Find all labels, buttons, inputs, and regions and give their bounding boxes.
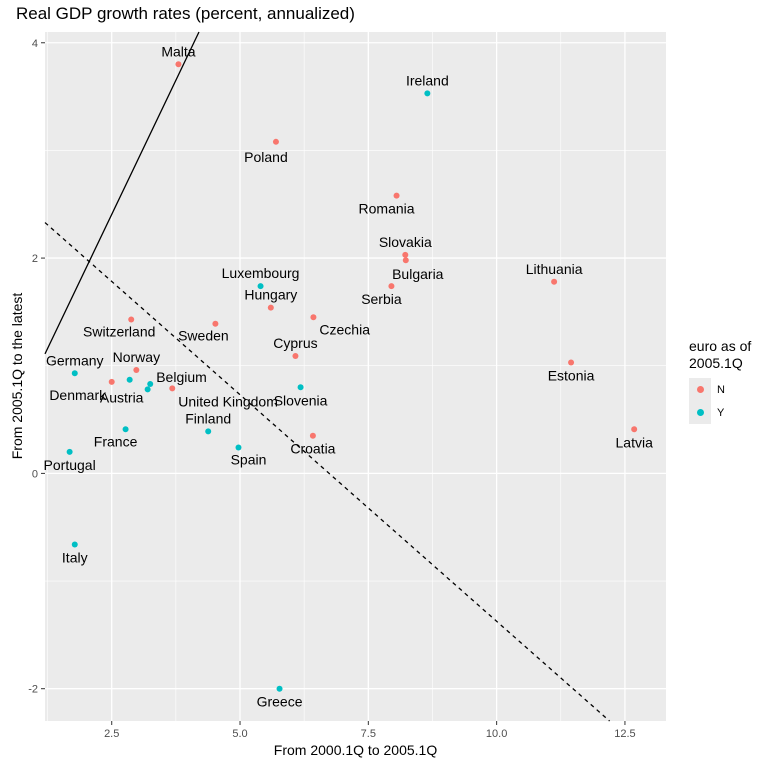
x-tick-label: 12.5 — [614, 728, 635, 740]
point-poland — [272, 138, 279, 145]
point-luxembourg — [257, 283, 264, 290]
legend-title: euro as of 2005.1Q — [689, 338, 752, 371]
point-spain — [235, 444, 242, 451]
legend-entry-y: Y — [689, 401, 751, 424]
solid-reference-line — [44, 31, 200, 355]
label-poland: Poland — [244, 149, 288, 165]
point-austria — [144, 386, 151, 393]
point-slovenia — [297, 384, 304, 391]
label-slovenia: Slovenia — [274, 392, 328, 408]
label-czechia: Czechia — [319, 321, 370, 337]
label-greece: Greece — [257, 694, 303, 710]
y-axis-label: From 2005.1Q to the latest — [9, 292, 25, 460]
label-sweden: Sweden — [178, 328, 229, 344]
point-bulgaria — [402, 257, 409, 264]
label-hungary: Hungary — [244, 287, 297, 303]
dashed-reference-line — [44, 222, 610, 722]
label-france: France — [94, 433, 138, 449]
point-germany — [71, 370, 78, 377]
x-axis-label: From 2000.1Q to 2005.1Q — [273, 742, 438, 758]
label-spain: Spain — [231, 452, 267, 468]
x-tick-label: 7.5 — [361, 728, 376, 740]
chart-title: Real GDP growth rates (percent, annualiz… — [16, 4, 355, 23]
x-tick-label: 10.0 — [486, 728, 507, 740]
point-croatia — [309, 432, 316, 439]
point-sweden — [212, 320, 219, 327]
legend-dot — [696, 386, 704, 393]
point-ireland — [424, 90, 431, 97]
point-france — [122, 426, 129, 433]
x-tick-label: 5.0 — [232, 728, 247, 740]
label-romania: Romania — [359, 201, 415, 217]
label-cyprus: Cyprus — [273, 335, 317, 351]
point-labels: Malta Ireland Poland Romania Slovakia Bulgari… — [44, 43, 654, 709]
point-austria — [126, 376, 133, 383]
label-latvia: Latvia — [616, 434, 654, 450]
point-switzerland — [128, 316, 135, 323]
major-gridlines — [45, 32, 666, 721]
y-tick-label: -2 — [28, 684, 38, 696]
point-portugal — [66, 448, 73, 455]
legend-entry-n: N — [689, 378, 751, 401]
label-malta: Malta — [161, 43, 195, 59]
point-serbia — [388, 283, 395, 290]
point-malta — [175, 61, 182, 68]
point-cyprus — [292, 353, 299, 360]
label-germany: Germany — [46, 352, 104, 368]
label-austria: Austria — [100, 390, 144, 406]
plot-panel — [45, 32, 666, 721]
point-united-kingdom — [169, 385, 176, 392]
label-bulgaria: Bulgaria — [392, 266, 444, 282]
label-serbia: Serbia — [361, 291, 402, 307]
label-switzerland: Switzerland — [83, 323, 155, 339]
point-belgium — [147, 381, 154, 388]
legend-label: N — [717, 383, 725, 396]
point-estonia — [568, 359, 575, 366]
label-ireland: Ireland — [406, 72, 449, 88]
y-tick-label: 4 — [32, 38, 38, 50]
label-portugal: Portugal — [44, 457, 96, 473]
y-tick-label: 0 — [32, 468, 38, 480]
label-slovakia: Slovakia — [379, 234, 432, 250]
label-denmark: Denmark — [49, 387, 107, 403]
point-greece — [276, 685, 283, 692]
label-finland: Finland — [185, 410, 231, 426]
point-czechia — [310, 314, 317, 321]
legend-dot — [696, 409, 704, 416]
point-romania — [393, 192, 400, 199]
point-hungary — [267, 304, 274, 311]
point-lithuania — [551, 278, 558, 285]
label-croatia: Croatia — [290, 441, 335, 457]
point-latvia — [631, 426, 638, 433]
point-italy — [71, 541, 78, 548]
point-finland — [205, 428, 212, 435]
legend-key — [689, 401, 711, 424]
x-tick-label: 2.5 — [104, 728, 119, 740]
legend-key — [689, 378, 711, 401]
data-points — [66, 61, 638, 692]
point-norway — [133, 367, 140, 374]
reference-lines — [44, 31, 610, 722]
point-slovakia — [402, 251, 409, 258]
label-united-kingdom: United Kingdom — [178, 393, 278, 409]
label-lithuania: Lithuania — [526, 261, 583, 277]
label-luxembourg: Luxembourg — [222, 265, 300, 281]
point-denmark — [108, 378, 115, 385]
minor-gridlines — [45, 32, 666, 721]
y-tick-label: 2 — [32, 253, 38, 265]
legend-label: Y — [717, 406, 725, 419]
label-norway: Norway — [113, 349, 160, 365]
label-italy: Italy — [62, 549, 88, 565]
label-belgium: Belgium — [156, 369, 207, 385]
y-axis-ticks: -2 0 2 4 — [28, 38, 45, 696]
label-estonia: Estonia — [548, 368, 595, 384]
x-axis-ticks: 2.5 5.0 7.5 10.0 12.5 — [104, 721, 636, 740]
